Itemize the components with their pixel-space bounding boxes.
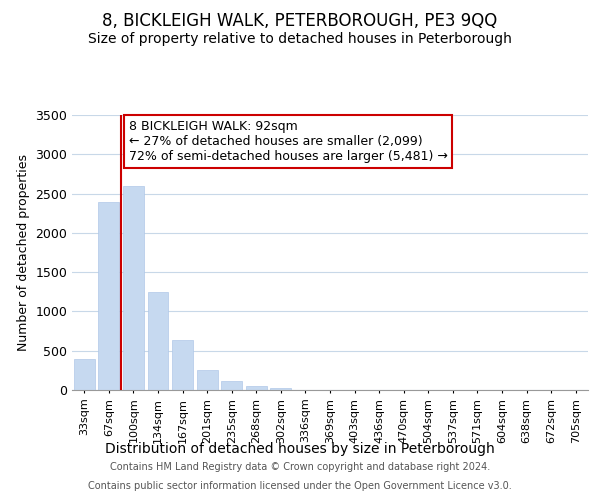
Y-axis label: Number of detached properties: Number of detached properties bbox=[17, 154, 30, 351]
Bar bbox=[246, 386, 267, 390]
Bar bbox=[271, 388, 292, 390]
Text: Contains HM Land Registry data © Crown copyright and database right 2024.: Contains HM Land Registry data © Crown c… bbox=[110, 462, 490, 472]
Text: Size of property relative to detached houses in Peterborough: Size of property relative to detached ho… bbox=[88, 32, 512, 46]
Text: Distribution of detached houses by size in Peterborough: Distribution of detached houses by size … bbox=[105, 442, 495, 456]
Text: 8, BICKLEIGH WALK, PETERBOROUGH, PE3 9QQ: 8, BICKLEIGH WALK, PETERBOROUGH, PE3 9QQ bbox=[103, 12, 497, 30]
Bar bbox=[172, 340, 193, 390]
Bar bbox=[148, 292, 169, 390]
Bar bbox=[197, 370, 218, 390]
Text: Contains public sector information licensed under the Open Government Licence v3: Contains public sector information licen… bbox=[88, 481, 512, 491]
Bar bbox=[98, 202, 119, 390]
Text: 8 BICKLEIGH WALK: 92sqm
← 27% of detached houses are smaller (2,099)
72% of semi: 8 BICKLEIGH WALK: 92sqm ← 27% of detache… bbox=[128, 120, 448, 164]
Bar bbox=[74, 358, 95, 390]
Bar bbox=[123, 186, 144, 390]
Bar bbox=[221, 382, 242, 390]
